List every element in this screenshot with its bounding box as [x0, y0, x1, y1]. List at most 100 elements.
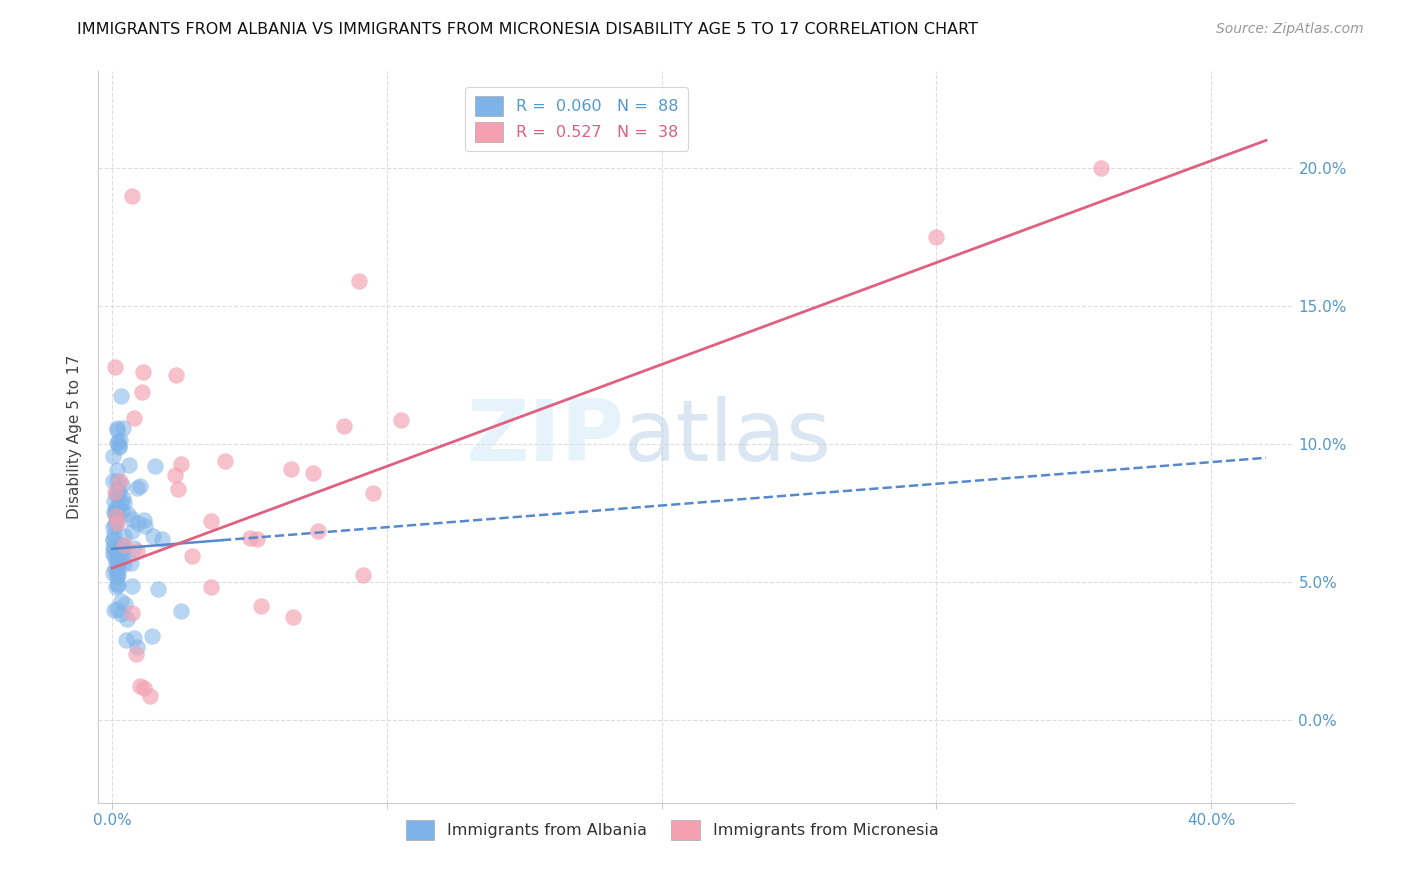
Point	[105, 549, 128, 563]
Text: Source: ZipAtlas.com: Source: ZipAtlas.com	[1216, 22, 1364, 37]
Point	[128, 679, 150, 693]
Point	[107, 435, 129, 450]
Point	[112, 495, 135, 509]
Legend: Immigrants from Albania, Immigrants from Micronesia: Immigrants from Albania, Immigrants from…	[399, 814, 945, 846]
Point	[352, 567, 374, 582]
Point	[134, 518, 156, 533]
Point	[141, 629, 163, 643]
Text: atlas: atlas	[624, 395, 832, 479]
Point	[138, 689, 160, 703]
Point	[200, 515, 222, 529]
Point	[111, 504, 134, 518]
Point	[105, 488, 128, 502]
Point	[103, 540, 125, 554]
Point	[122, 632, 145, 646]
Y-axis label: Disability Age 5 to 17: Disability Age 5 to 17	[67, 355, 83, 519]
Point	[103, 505, 125, 519]
Point	[169, 458, 191, 472]
Point	[103, 494, 125, 508]
Point	[110, 607, 132, 621]
Point	[246, 533, 269, 547]
Point	[108, 434, 131, 448]
Point	[104, 562, 127, 576]
Point	[101, 566, 124, 580]
Point	[200, 581, 222, 595]
Point	[107, 504, 129, 518]
Point	[1090, 161, 1112, 175]
Point	[107, 485, 129, 500]
Point	[105, 463, 128, 477]
Point	[170, 603, 193, 617]
Point	[280, 462, 302, 476]
Point	[115, 612, 138, 626]
Point	[105, 516, 128, 530]
Point	[101, 546, 124, 560]
Point	[122, 541, 145, 555]
Point	[101, 533, 124, 547]
Point	[307, 524, 329, 539]
Point	[361, 486, 384, 500]
Point	[181, 549, 204, 564]
Point	[114, 557, 136, 571]
Point	[302, 466, 325, 480]
Point	[105, 580, 128, 594]
Point	[250, 599, 273, 613]
Point	[107, 556, 129, 570]
Point	[107, 558, 129, 572]
Point	[101, 520, 124, 534]
Point	[108, 440, 131, 454]
Point	[101, 541, 124, 555]
Point	[349, 274, 371, 288]
Point	[132, 365, 155, 379]
Point	[281, 610, 304, 624]
Point	[125, 481, 148, 495]
Point	[105, 436, 128, 450]
Point	[107, 482, 129, 496]
Point	[132, 513, 155, 527]
Point	[107, 439, 129, 453]
Point	[143, 458, 166, 473]
Point	[121, 579, 143, 593]
Point	[114, 597, 136, 611]
Point	[117, 507, 139, 521]
Point	[104, 485, 127, 500]
Point	[104, 509, 127, 524]
Point	[117, 458, 139, 472]
Point	[125, 544, 148, 558]
Point	[105, 421, 128, 435]
Point	[127, 516, 149, 530]
Point	[103, 549, 125, 563]
Point	[112, 551, 135, 566]
Text: ZIP: ZIP	[467, 395, 624, 479]
Point	[131, 384, 153, 399]
Point	[104, 509, 127, 524]
Point	[105, 602, 128, 616]
Point	[104, 555, 127, 569]
Point	[105, 423, 128, 437]
Point	[110, 496, 132, 510]
Point	[127, 640, 149, 655]
Point	[124, 410, 146, 425]
Point	[110, 537, 132, 551]
Point	[150, 533, 173, 547]
Point	[132, 681, 155, 696]
Point	[120, 556, 142, 570]
Point	[103, 526, 125, 541]
Point	[103, 603, 125, 617]
Point	[112, 421, 135, 435]
Point	[114, 632, 136, 647]
Point	[105, 566, 128, 581]
Point	[111, 478, 134, 492]
Point	[238, 531, 260, 545]
Point	[148, 582, 170, 596]
Point	[105, 563, 128, 577]
Point	[121, 512, 143, 526]
Point	[105, 474, 128, 488]
Point	[389, 413, 412, 427]
Point	[110, 543, 132, 558]
Point	[121, 188, 143, 202]
Text: IMMIGRANTS FROM ALBANIA VS IMMIGRANTS FROM MICRONESIA DISABILITY AGE 5 TO 17 COR: IMMIGRANTS FROM ALBANIA VS IMMIGRANTS FR…	[77, 22, 979, 37]
Point	[105, 577, 128, 591]
Point	[104, 518, 127, 533]
Point	[925, 230, 948, 244]
